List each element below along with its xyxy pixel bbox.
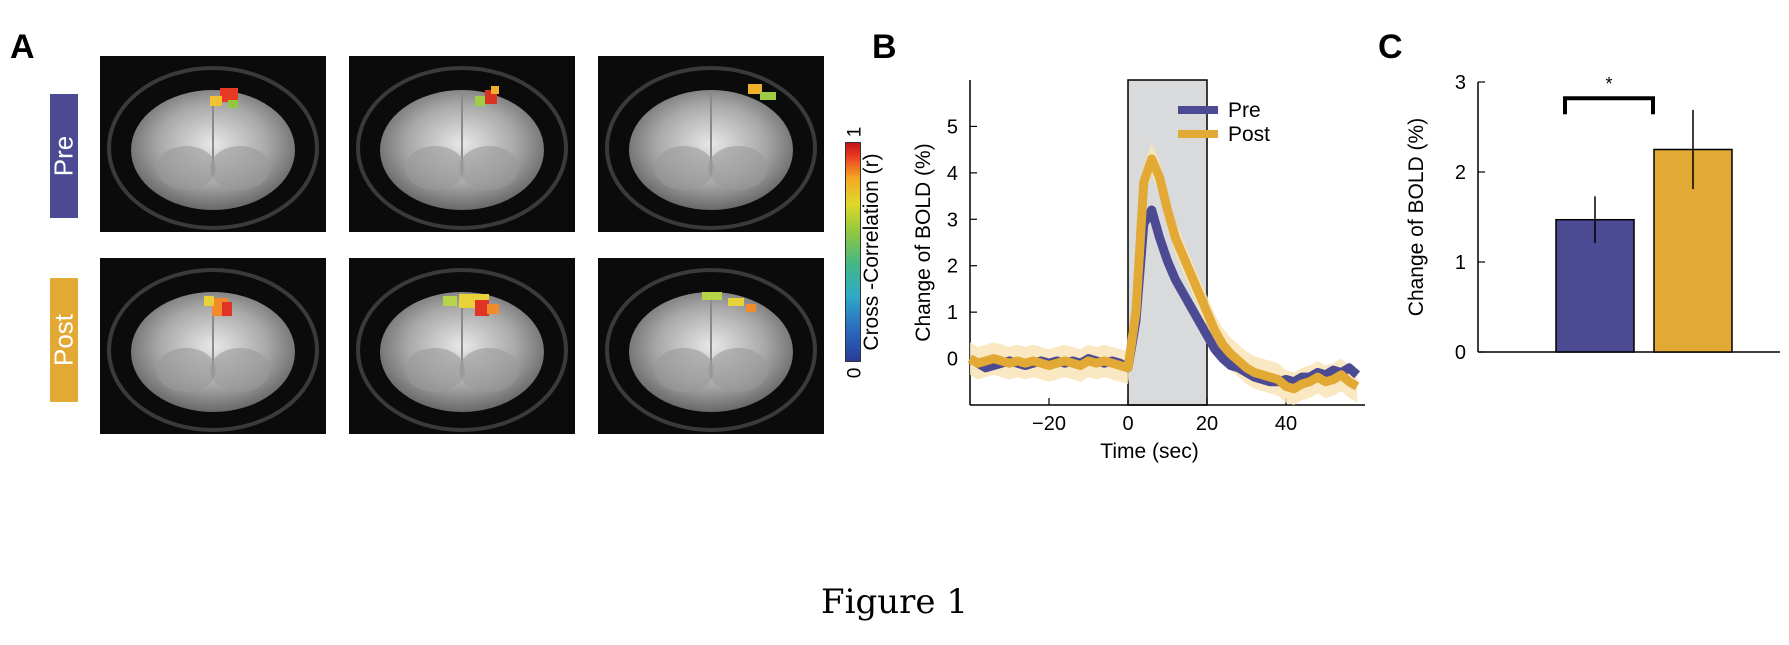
colorbar-label: Cross -Correlation (r) [860,153,883,351]
y-tick-label: 0 [947,349,958,371]
panel-b-letter: B [872,28,897,66]
legend-label-post: Post [1228,123,1270,146]
row-label-post-text: Post [48,313,79,367]
row-label-pre: Pre [48,94,79,218]
brain-slice-pre-2 [349,56,575,232]
panel-c-letter: C [1378,28,1403,66]
brain-slice-post-1 [100,258,326,434]
x-tick-label: −20 [1032,413,1066,435]
x-tick-label: 20 [1196,413,1218,435]
panel-a-letter: A [10,28,35,66]
bold-timecourse-chart: 0 1 2 3 4 5 −20 0 20 40 Time (sec) Change of BOLD (… [912,79,1365,463]
y-tick-label: 1 [1455,252,1466,274]
y-tick-label: 4 [947,163,958,185]
y-axis-label: Change of BOLD (%) [912,143,935,341]
colorbar-min-label: 0 [844,367,866,379]
bold-bar-chart: 0 1 2 3 Change of BOLD (%) * [1405,72,1780,364]
y-tick-label: 3 [947,209,958,231]
row-label-pre-text: Pre [48,135,79,177]
x-axis-label: Time (sec) [1100,440,1198,463]
row-label-post: Post [48,278,79,402]
brain-slice-post-2 [349,258,575,434]
y-tick-label: 2 [947,256,958,278]
y-tick-label: 0 [1455,342,1466,364]
y-tick-label: 5 [947,116,958,138]
x-tick-label: 40 [1275,413,1297,435]
y-axis-label: Change of BOLD (%) [1405,118,1428,316]
significance-bracket [1563,96,1655,115]
brain-slice-pre-1 [100,56,326,232]
series-line-post [967,154,1360,394]
significance-marker: * [1605,74,1612,94]
figure-caption: Figure 1 [821,582,968,622]
brain-slice-post-3 [598,258,824,434]
y-tick-label: 3 [1455,72,1466,94]
colorbar [845,142,861,362]
legend-label-pre: Pre [1228,99,1261,122]
x-tick-label: 0 [1122,413,1133,435]
y-tick-label: 1 [947,302,958,324]
colorbar-max-label: 1 [844,126,866,138]
brain-slice-pre-3 [598,56,824,232]
y-tick-label: 2 [1455,162,1466,184]
